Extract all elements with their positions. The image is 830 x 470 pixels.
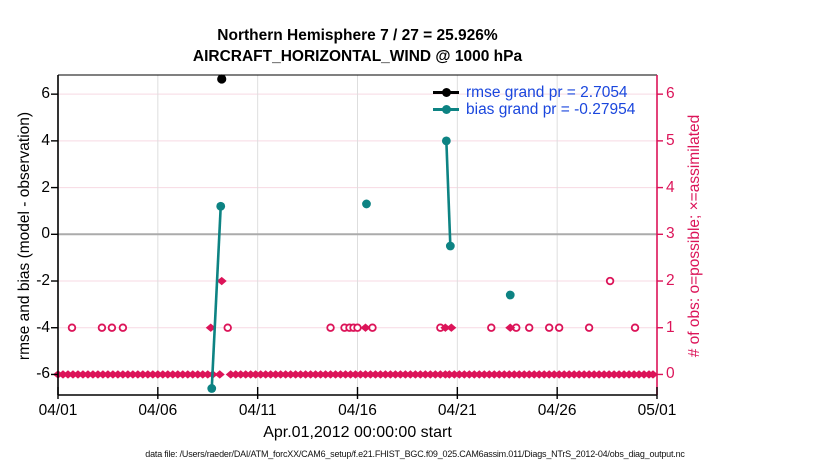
y-tick-label-right: 6 <box>666 85 675 103</box>
y-tick-label-left: -6 <box>36 365 50 383</box>
y-tick-label-left: 0 <box>41 225 50 243</box>
y-tick-label-right: 0 <box>666 365 675 383</box>
y-tick-label-right: 3 <box>666 225 675 243</box>
legend-item-rmse: rmse grand pr = 2.7054 <box>433 84 635 101</box>
y-tick-label-left: 2 <box>41 178 50 196</box>
rmse-line-marker-icon <box>433 88 459 97</box>
y-tick-label-right: 5 <box>666 131 675 149</box>
y-tick-label-right: 4 <box>666 178 675 196</box>
y-tick-label-right: 2 <box>666 272 675 289</box>
y-tick-label-right: 1 <box>666 318 675 336</box>
legend-label-bias: bias grand pr = -0.27954 <box>466 100 636 118</box>
y-tick-label-left: -2 <box>36 272 50 289</box>
y-tick-label-left: 4 <box>41 131 50 149</box>
bias-line-marker-icon <box>433 105 459 114</box>
x-tick-label: 04/11 <box>238 402 277 419</box>
y-tick-label-left: 6 <box>41 85 50 103</box>
data-file-note: data file: /Users/raeder/DAI/ATM_forcXX/… <box>145 449 685 459</box>
x-tick-label: 04/16 <box>338 402 377 419</box>
x-axis-label: Apr.01,2012 00:00:00 start <box>263 424 452 441</box>
x-tick-label: 04/21 <box>437 402 477 419</box>
x-tick-label: 05/01 <box>637 402 677 419</box>
chart-title: Northern Hemisphere 7 / 27 = 25.926% <box>217 27 498 44</box>
legend-item-bias: bias grand pr = -0.27954 <box>433 101 635 118</box>
x-tick-label: 04/06 <box>138 402 178 419</box>
y-tick-label-left: -4 <box>36 318 50 336</box>
x-tick-label: 04/01 <box>38 402 78 419</box>
x-tick-label: 04/26 <box>537 402 577 419</box>
legend-label-rmse: rmse grand pr = 2.7054 <box>466 83 628 101</box>
legend: rmse grand pr = 2.7054 bias grand pr = -… <box>433 84 635 118</box>
chart-subtitle: AIRCRAFT_HORIZONTAL_WIND @ 1000 hPa <box>192 48 523 65</box>
